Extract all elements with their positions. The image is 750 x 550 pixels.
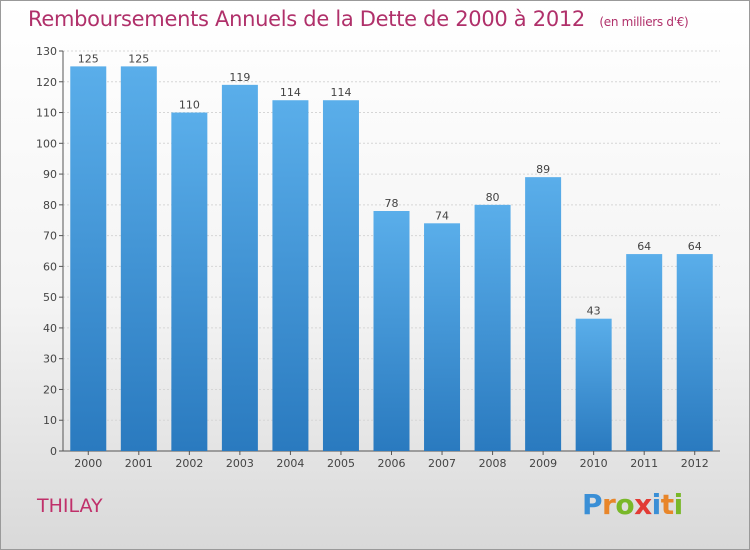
proxiti-logo: Proxiti xyxy=(582,488,683,521)
bar xyxy=(322,100,359,451)
chart-title: Remboursements Annuels de la Dette de 20… xyxy=(28,7,689,31)
data-label: 78 xyxy=(385,197,399,210)
y-tick-label: 20 xyxy=(43,383,57,396)
x-tick-label: 2005 xyxy=(327,457,355,470)
x-tick-label: 2007 xyxy=(428,457,456,470)
x-tick-label: 2012 xyxy=(681,457,709,470)
x-tick-label: 2001 xyxy=(125,457,153,470)
y-tick-label: 50 xyxy=(43,291,57,304)
bar xyxy=(171,112,208,452)
x-tick-label: 2000 xyxy=(74,457,102,470)
data-label: 43 xyxy=(587,305,601,318)
logo-letter: P xyxy=(582,488,603,521)
y-tick-label: 40 xyxy=(43,322,57,335)
x-tick-label: 2009 xyxy=(529,457,557,470)
data-label: 110 xyxy=(179,99,200,112)
y-tick-label: 100 xyxy=(36,137,57,150)
y-tick-label: 110 xyxy=(36,107,57,120)
bar xyxy=(474,204,511,451)
data-label: 125 xyxy=(78,52,99,65)
chart-title-text: Remboursements Annuels de la Dette de 20… xyxy=(28,7,585,31)
x-tick-label: 2004 xyxy=(276,457,304,470)
x-tick-label: 2010 xyxy=(580,457,608,470)
x-tick-label: 2006 xyxy=(378,457,406,470)
bar xyxy=(525,177,562,451)
y-tick-label: 70 xyxy=(43,230,57,243)
bar xyxy=(70,66,107,451)
x-tick-label: 2011 xyxy=(630,457,658,470)
chart-unit: (en milliers d'€) xyxy=(599,15,689,29)
data-label: 125 xyxy=(128,52,149,65)
bar xyxy=(373,211,410,451)
bar xyxy=(272,100,309,451)
data-label: 64 xyxy=(637,240,651,253)
y-tick-label: 120 xyxy=(36,76,57,89)
x-tick-label: 2003 xyxy=(226,457,254,470)
data-label: 119 xyxy=(229,71,250,84)
data-label: 114 xyxy=(330,86,351,99)
x-tick-label: 2008 xyxy=(479,457,507,470)
y-tick-label: 0 xyxy=(50,445,57,458)
y-tick-label: 80 xyxy=(43,199,57,212)
y-tick-label: 10 xyxy=(43,414,57,427)
y-tick-label: 130 xyxy=(36,45,57,58)
logo-letter: o xyxy=(615,488,635,521)
x-tick-label: 2002 xyxy=(175,457,203,470)
data-label: 74 xyxy=(435,209,449,222)
logo-letter: i xyxy=(673,488,684,521)
y-tick-label: 60 xyxy=(43,260,57,273)
data-label: 89 xyxy=(536,163,550,176)
y-tick-label: 90 xyxy=(43,168,57,181)
bar xyxy=(676,254,713,451)
y-tick-label: 30 xyxy=(43,353,57,366)
logo-letter: x xyxy=(634,488,652,521)
logo-letter: r xyxy=(602,488,616,521)
bar xyxy=(424,223,461,451)
bar xyxy=(221,84,258,451)
data-label: 114 xyxy=(280,86,301,99)
location-label: THILAY xyxy=(37,495,103,517)
bar xyxy=(575,318,612,451)
bar xyxy=(626,254,663,451)
data-label: 80 xyxy=(486,191,500,204)
bar xyxy=(120,66,157,451)
logo-letter: t xyxy=(660,488,674,521)
logo-letter: i xyxy=(651,488,662,521)
data-label: 64 xyxy=(688,240,702,253)
